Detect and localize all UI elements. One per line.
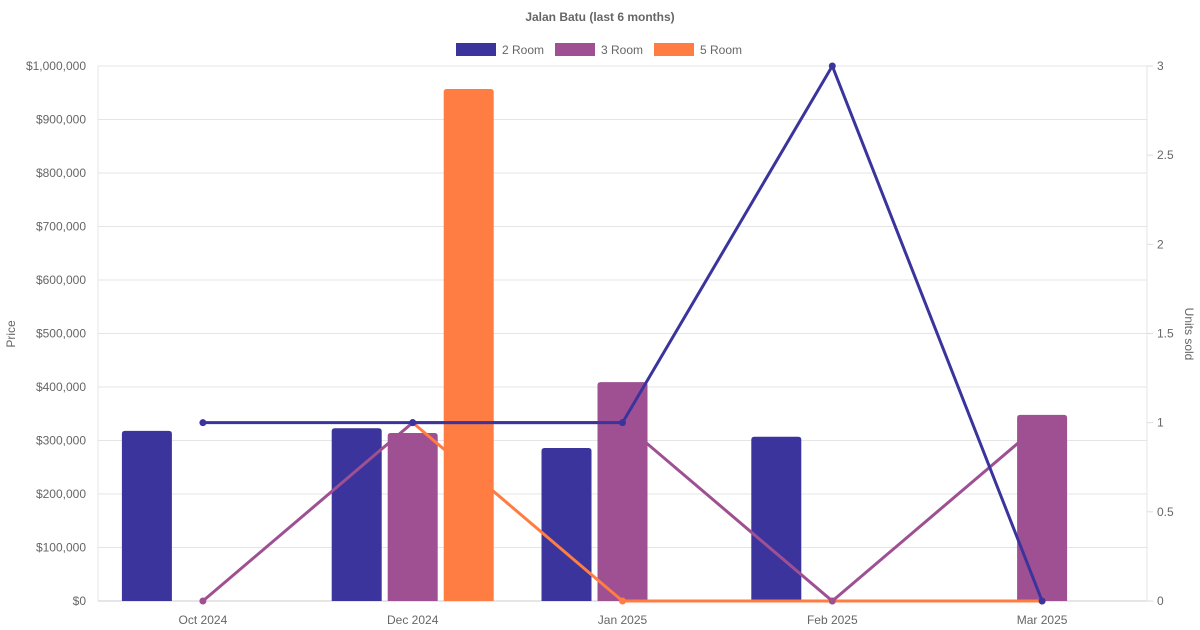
y2-tick-label: 2.5 [1157, 148, 1174, 162]
y2-tick-label: 3 [1157, 59, 1164, 73]
bar-3-room [597, 382, 648, 601]
y2-tick-label: 0 [1157, 594, 1164, 608]
bar-2-room [751, 436, 802, 601]
y-axis-left: $0 $100,000 $200,000 $300,000 $400,000 $500,0… [26, 59, 86, 608]
line-point [1038, 597, 1046, 605]
y-tick-label: $1,000,000 [26, 59, 86, 73]
bar-3-room [1017, 414, 1068, 601]
bar-3-room [387, 433, 438, 601]
legend-swatch [555, 43, 595, 56]
x-tick-label: Jan 2025 [598, 613, 648, 627]
y-tick-label: $500,000 [36, 327, 86, 341]
y2-tick-label: 0.5 [1157, 505, 1174, 519]
bar-5-room [443, 89, 494, 601]
y-tick-label: $900,000 [36, 113, 86, 127]
y-tick-label: $0 [73, 594, 87, 608]
y-tick-label: $700,000 [36, 220, 86, 234]
y2-tick-label: 1.5 [1157, 327, 1174, 341]
y2-tick-label: 1 [1157, 416, 1164, 430]
line-point [199, 419, 207, 427]
line-point [1038, 419, 1046, 427]
y-tick-label: $300,000 [36, 434, 86, 448]
y-axis-label: Price [4, 320, 18, 348]
line-5-room [411, 421, 1043, 603]
x-tick-label: Dec 2024 [387, 613, 439, 627]
x-tick-label: Feb 2025 [807, 613, 858, 627]
bars [121, 89, 1068, 601]
x-tick-label: Mar 2025 [1017, 613, 1068, 627]
line-point [828, 62, 836, 70]
y-tick-label: $100,000 [36, 541, 86, 555]
y-tick-label: $400,000 [36, 380, 86, 394]
lines [199, 62, 1046, 605]
bar-2-room [331, 428, 382, 601]
line-point [828, 597, 836, 605]
y2-tick-label: 2 [1157, 237, 1164, 251]
y-tick-label: $600,000 [36, 273, 86, 287]
line-point [619, 419, 626, 427]
y-tick-label: $800,000 [36, 166, 86, 180]
legend-label: 2 Room [502, 43, 544, 57]
chart-title: Jalan Batu (last 6 months) [525, 10, 674, 24]
line-point [199, 597, 207, 605]
line-point [619, 597, 626, 605]
bar-2-room [541, 447, 592, 601]
y-tick-label: $200,000 [36, 487, 86, 501]
legend: 2 Room 3 Room 5 Room [456, 43, 742, 57]
line-point [409, 419, 417, 427]
legend-label: 3 Room [601, 43, 643, 57]
legend-label: 5 Room [700, 43, 742, 57]
y-axis-right: 0 0.5 1 1.5 2 2.5 3 [1147, 59, 1174, 608]
x-tick-label: Oct 2024 [179, 613, 228, 627]
legend-swatch [654, 43, 694, 56]
bar-2-room [121, 430, 172, 601]
y2-axis-label: Units sold [1182, 308, 1196, 361]
legend-swatch [456, 43, 496, 56]
x-axis: Oct 2024 Dec 2024 Jan 2025 Feb 2025 Mar 2025 [179, 613, 1068, 627]
